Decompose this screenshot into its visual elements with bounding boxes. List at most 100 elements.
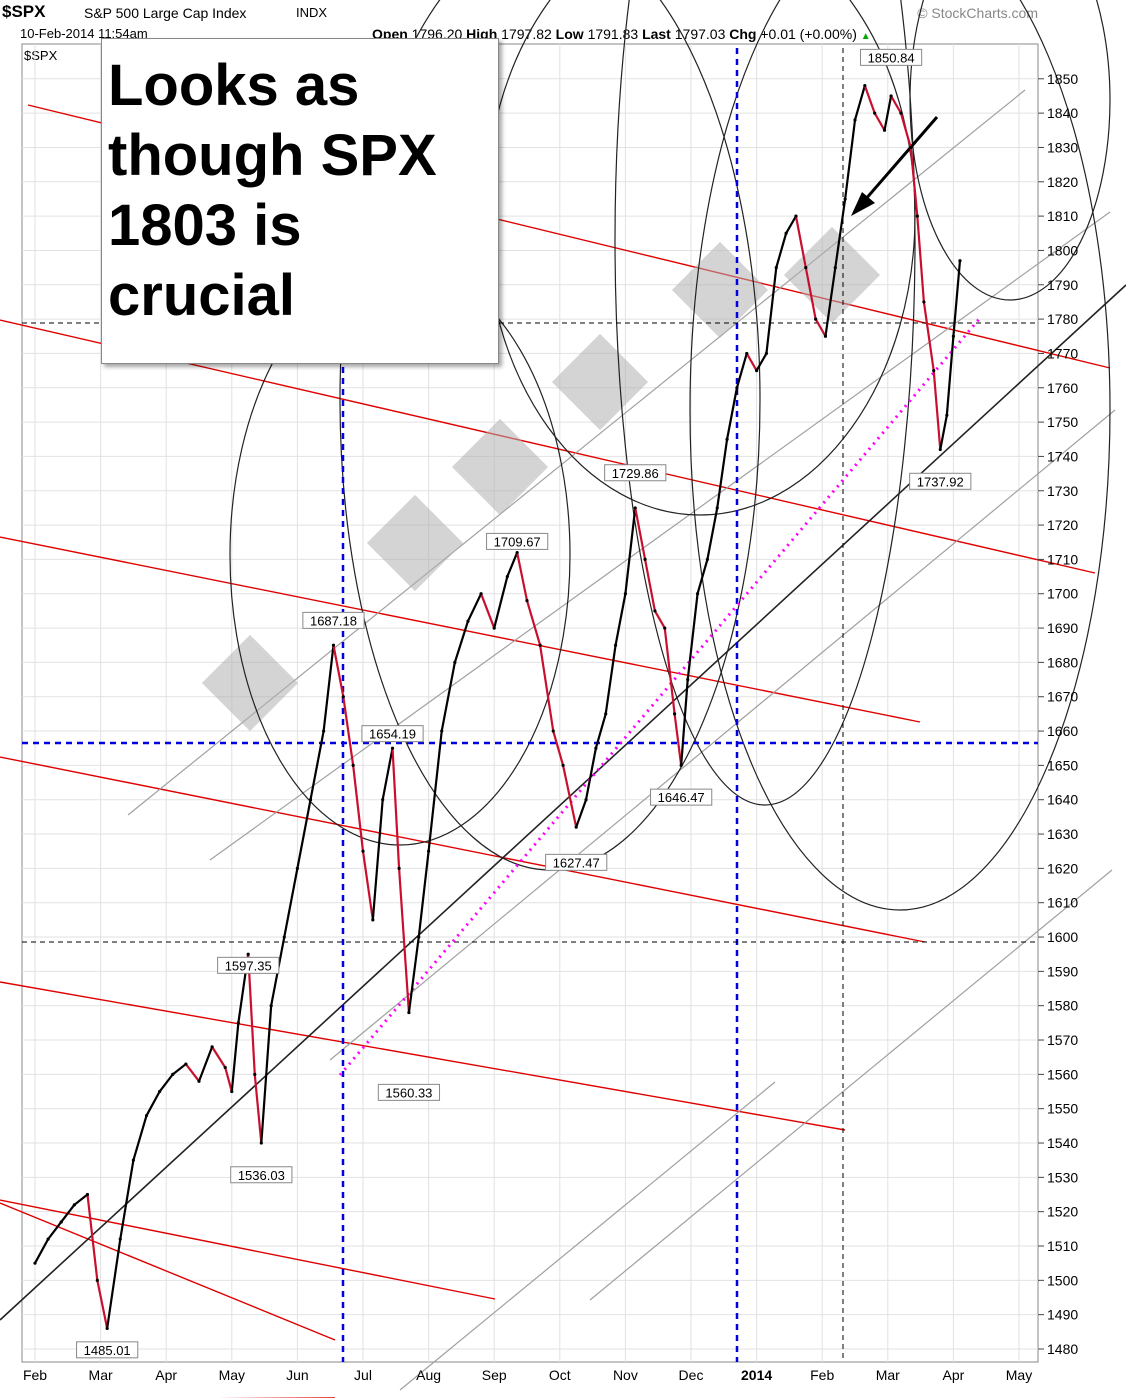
trend-line	[399, 1081, 776, 1391]
value-label: 1597.35	[225, 958, 272, 973]
y-tick-label: 1690	[1047, 620, 1078, 636]
value-label-box	[361, 725, 424, 743]
y-tick-label: 1540	[1047, 1135, 1078, 1151]
x-tick-label: May	[219, 1367, 245, 1383]
price-segment	[34, 1238, 50, 1264]
cycle-ellipse	[689, 0, 1111, 911]
price-segment	[804, 267, 817, 320]
price-point	[679, 763, 683, 767]
x-tick-label: May	[1006, 1367, 1032, 1383]
price-point	[745, 351, 749, 356]
price-point	[259, 1141, 263, 1145]
channel-line	[0, 981, 846, 1131]
price-segment	[506, 552, 519, 577]
price-point	[381, 798, 385, 802]
price-point	[105, 1326, 109, 1331]
value-label: 1646.47	[658, 790, 705, 805]
x-tick-label: Sep	[482, 1367, 507, 1383]
price-segment	[86, 1194, 99, 1281]
price-point	[922, 300, 926, 304]
y-tick-label: 1490	[1047, 1307, 1078, 1323]
price-point	[85, 1192, 90, 1197]
price-segment	[381, 748, 394, 800]
price-segment	[361, 851, 374, 921]
price-point	[118, 1237, 122, 1241]
value-label: 1850.84	[868, 50, 915, 65]
price-segment	[883, 95, 893, 131]
channel-line	[0, 1199, 496, 1300]
price-point	[814, 317, 818, 321]
price-point	[246, 952, 250, 956]
price-point	[210, 1045, 214, 1049]
price-point	[823, 334, 828, 338]
x-tick-label: Feb	[810, 1367, 834, 1383]
price-segment	[158, 1073, 174, 1093]
y-tick-label: 1790	[1047, 277, 1078, 293]
price-segment	[309, 730, 325, 800]
x-tick-label: Jun	[286, 1367, 309, 1383]
price-point	[623, 592, 628, 596]
price-segment	[745, 352, 758, 372]
price-point	[899, 111, 903, 115]
price-point	[715, 506, 719, 510]
value-label: 1536.03	[238, 1168, 285, 1183]
y-tick-label: 1780	[1047, 311, 1078, 327]
price-point	[466, 619, 470, 623]
value-label-box	[230, 1166, 293, 1184]
price-point	[584, 798, 588, 802]
y-tick-label: 1580	[1047, 998, 1078, 1014]
price-point	[574, 825, 578, 829]
price-segment	[197, 1046, 214, 1082]
price-point	[417, 935, 421, 939]
price-segment	[614, 593, 627, 646]
price-segment	[539, 645, 555, 732]
price-segment	[932, 370, 942, 450]
y-tick-label: 1850	[1047, 71, 1078, 87]
price-point	[663, 626, 667, 630]
arrow-head	[851, 192, 875, 216]
price-point	[561, 763, 565, 767]
price-point	[958, 259, 962, 263]
y-tick-label: 1830	[1047, 139, 1078, 155]
price-point	[945, 413, 949, 417]
price-point	[407, 1010, 411, 1015]
price-segment	[47, 1221, 63, 1240]
price-segment	[224, 1067, 233, 1092]
price-segment	[480, 593, 496, 629]
low-label: Low	[555, 26, 584, 42]
y-tick-label: 1770	[1047, 345, 1078, 361]
y-tick-label: 1740	[1047, 448, 1078, 464]
price-point	[889, 94, 893, 98]
price-point	[492, 626, 496, 630]
x-tick-label: Jul	[354, 1367, 372, 1383]
price-point	[197, 1079, 201, 1083]
price-point	[643, 557, 647, 562]
y-tick-label: 1480	[1047, 1341, 1078, 1357]
value-label: 1560.33	[385, 1085, 432, 1100]
x-tick-label: Oct	[549, 1367, 571, 1383]
price-point	[705, 557, 710, 562]
price-point	[236, 1021, 240, 1025]
value-label: 1729.86	[612, 466, 659, 481]
price-point	[755, 368, 759, 373]
price-point	[843, 197, 847, 201]
y-tick-label: 1560	[1047, 1066, 1078, 1082]
price-segment	[725, 387, 739, 440]
x-tick-label: Aug	[416, 1367, 441, 1383]
y-tick-label: 1500	[1047, 1272, 1078, 1288]
price-point	[282, 935, 286, 939]
price-point	[613, 643, 618, 647]
price-segment	[440, 662, 456, 732]
price-point	[453, 660, 457, 665]
price-point	[725, 437, 729, 441]
price-point	[804, 266, 808, 270]
x-tick-label: 2014	[741, 1367, 772, 1383]
price-segment	[594, 713, 607, 749]
price-point	[538, 643, 542, 647]
price-segment	[516, 552, 529, 601]
y-tick-label: 1660	[1047, 723, 1078, 739]
value-label-box	[217, 956, 280, 974]
price-segment	[230, 1022, 240, 1092]
main-trend-line	[0, 284, 1126, 1321]
chg-label: Chg	[729, 26, 757, 42]
